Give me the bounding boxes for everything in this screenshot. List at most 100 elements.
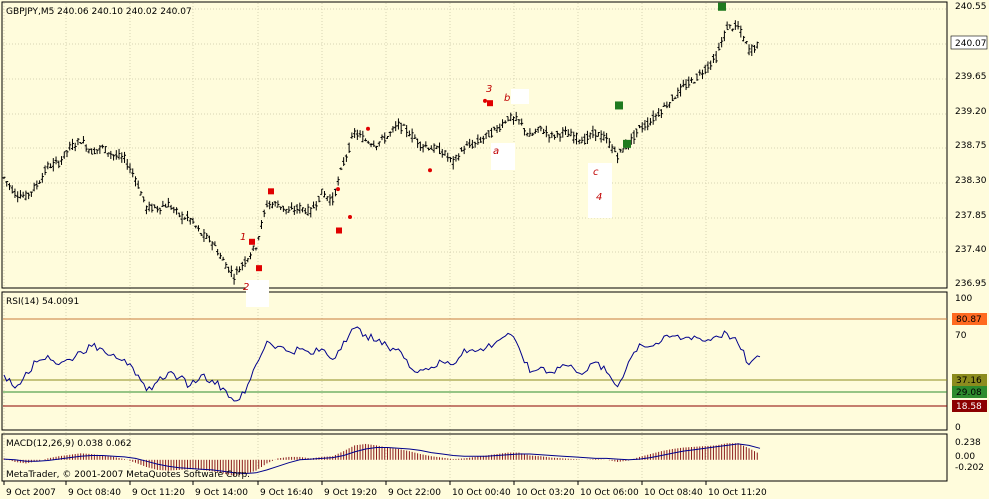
price-tick: 238.75 xyxy=(955,141,987,151)
price-tick: 238.30 xyxy=(955,176,987,186)
ohlc-bar xyxy=(454,154,458,162)
ohlc-bar xyxy=(484,132,488,139)
rsi-line xyxy=(3,326,761,402)
ohlc-bar xyxy=(706,61,710,73)
wave-label-1: 1 xyxy=(240,232,246,243)
ohlc-bar xyxy=(227,266,231,273)
ohlc-bar xyxy=(202,228,206,242)
ohlc-bar xyxy=(54,156,58,165)
macd-axis: 0.238 0.00 -0.202 xyxy=(955,438,984,473)
ohlc-bar xyxy=(736,21,740,30)
ohlc-bar xyxy=(320,188,324,195)
ohlc-bar xyxy=(347,142,351,154)
ohlc-bar xyxy=(325,196,329,202)
ohlc-bar xyxy=(186,210,190,222)
price-bars xyxy=(2,20,759,285)
ohlc-bar xyxy=(711,54,715,63)
ohlc-bar xyxy=(147,201,151,212)
ohlc-bar xyxy=(492,126,496,131)
ohlc-bar xyxy=(687,76,691,88)
ohlc-bar xyxy=(84,144,88,152)
buy-marker xyxy=(623,139,631,148)
price-tick: 237.85 xyxy=(955,211,987,221)
ohlc-bar xyxy=(243,256,247,268)
wave-label-3: 3 xyxy=(486,84,492,95)
ohlc-bar xyxy=(679,83,683,97)
ohlc-bar xyxy=(651,110,655,125)
rsi-tag-37 xyxy=(952,374,987,386)
rsi-tag-37-label: 37.16 xyxy=(956,376,982,386)
ohlc-bar xyxy=(353,128,357,139)
ohlc-bar xyxy=(339,167,343,171)
ohlc-bar xyxy=(605,132,609,144)
ohlc-bar xyxy=(60,156,64,165)
ohlc-bar xyxy=(92,147,96,155)
ohlc-bar xyxy=(199,232,203,236)
copyright-text: MetaTrader, © 2001-2007 MetaQuotes Softw… xyxy=(6,470,250,480)
ohlc-bar xyxy=(468,138,472,148)
ohlc-bar xyxy=(70,138,74,150)
ohlc-bar xyxy=(355,129,359,140)
ohlc-bar xyxy=(144,205,148,215)
ohlc-bar xyxy=(169,204,173,210)
ohlc-bar xyxy=(265,200,269,208)
sell-marker xyxy=(336,187,340,192)
ohlc-bar xyxy=(525,132,529,137)
ohlc-bar xyxy=(533,128,537,134)
price-panel-frame xyxy=(1,1,948,289)
ohlc-bar xyxy=(259,220,263,229)
ohlc-bar xyxy=(194,225,198,229)
ohlc-bar xyxy=(188,217,192,225)
macd-panel-title: MACD(12,26,9) 0.038 0.062 xyxy=(6,439,132,449)
ohlc-bar xyxy=(205,232,209,239)
ohlc-bar xyxy=(377,141,381,147)
time-tick-label: 9 Oct 2007 xyxy=(6,488,56,498)
ohlc-bar xyxy=(574,132,578,145)
ohlc-bar xyxy=(106,152,110,157)
ohlc-bar xyxy=(391,126,395,133)
time-tick-label: 10 Oct 11:20 xyxy=(708,488,767,498)
rsi-tag-18 xyxy=(952,400,987,412)
ohlc-bar xyxy=(695,73,699,81)
ohlc-bar xyxy=(229,265,233,278)
ohlc-bar xyxy=(131,168,135,178)
ohlc-bar xyxy=(476,134,480,145)
ohlc-bar xyxy=(616,152,620,164)
ohlc-bar xyxy=(350,132,354,139)
ohlc-bar xyxy=(399,122,403,135)
ohlc-bar xyxy=(49,163,53,169)
ohlc-bar xyxy=(342,157,346,167)
ohlc-bar xyxy=(744,41,748,45)
ohlc-bar xyxy=(38,180,42,184)
ohlc-bar xyxy=(128,163,132,174)
ohlc-bar xyxy=(572,131,576,144)
ohlc-bar xyxy=(547,134,551,143)
ohlc-bar xyxy=(709,60,713,70)
ohlc-bar xyxy=(700,69,704,80)
ohlc-bar xyxy=(276,200,280,208)
ohlc-bar xyxy=(618,148,622,153)
wave-label-a: a xyxy=(493,146,499,157)
ohlc-bar xyxy=(462,145,466,155)
ohlc-bar xyxy=(5,180,9,187)
ohlc-bar xyxy=(457,153,461,161)
ohlc-bar xyxy=(101,144,105,149)
ohlc-bar xyxy=(470,139,474,149)
ohlc-bar xyxy=(235,266,239,275)
ohlc-bar xyxy=(643,119,647,131)
ohlc-bar xyxy=(520,118,524,126)
ohlc-bar xyxy=(221,256,225,261)
ohlc-bar xyxy=(402,123,406,126)
ohlc-bar xyxy=(18,190,22,199)
time-tick-label: 9 Oct 19:20 xyxy=(324,488,377,498)
ohlc-bar xyxy=(43,165,47,176)
current-price-label: 240.07 xyxy=(955,39,987,49)
ohlc-bar xyxy=(522,128,526,136)
ohlc-bar xyxy=(287,206,291,213)
wave-label-4: 4 xyxy=(596,192,602,203)
ohlc-bar xyxy=(216,248,220,256)
ohlc-bar xyxy=(717,42,721,51)
ohlc-bar xyxy=(657,108,661,117)
ohlc-bar xyxy=(668,101,672,108)
